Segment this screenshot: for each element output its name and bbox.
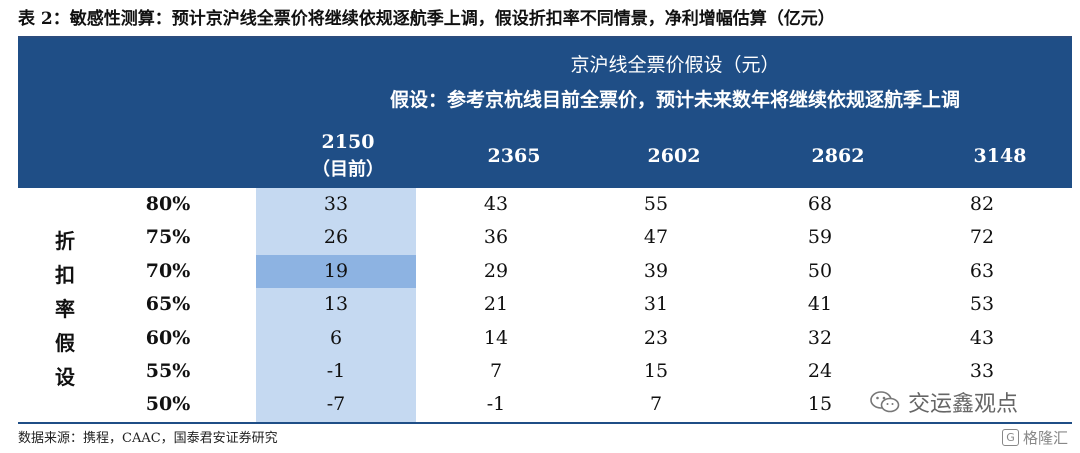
table-cell: 36 [483,226,509,249]
header-col-1: 2150 （目前） [278,130,418,182]
discount-rate-label: 65% [145,293,191,316]
header-col-price: 2602 [647,145,701,167]
table-cell: -1 [326,360,346,382]
header-col-5: 3148 [930,130,1070,182]
table-cell: 59 [807,226,833,249]
table-cell: -7 [326,393,346,416]
table-title: 表 2：敏感性测算：预计京沪线全票价将继续依规逐航季上调，假设折扣率不同情景，净… [18,9,835,29]
table-cell: 14 [483,326,509,349]
row-axis-label-char: 设 [55,365,75,389]
table-cell: 6 [329,326,343,349]
table-row: 55% -1 7 15 24 33 [18,355,1072,388]
table-row: 60% 6 14 23 32 43 [18,322,1072,355]
table-cell: 21 [483,293,509,316]
table-cell: 32 [807,326,833,349]
table-cell: 33 [969,360,995,382]
discount-rate-label: 60% [145,326,191,349]
table-row: 75% 26 36 47 59 72 [18,221,1072,254]
watermark-text: 交运鑫观点 [908,392,1019,417]
header-col-2: 2365 [444,130,584,182]
table-cell: 68 [807,193,833,215]
table-cell: 23 [643,326,669,349]
header-assumption-note: 假设：参考京杭线目前全票价，预计未来数年将继续依规逐航季上调 [389,89,960,111]
header-col-price: 2150 [321,131,375,153]
table-cell: 15 [643,360,669,382]
row-axis-label-char: 假 [55,331,75,355]
header-col-3: 2602 [604,130,744,182]
header-col-price: 3148 [973,145,1027,167]
table-cell: 43 [483,193,509,215]
table-cell: 47 [643,226,669,249]
table-row: 65% 13 21 31 41 53 [18,288,1072,321]
top-divider [18,36,1072,38]
table-cell: -1 [486,393,506,416]
table-cell: 63 [969,259,995,282]
table-row: 50% -7 -1 7 15 [18,388,1072,421]
table-cell: 50 [807,259,833,282]
table-cell: 33 [323,193,349,215]
data-source-note: 数据来源：携程，CAAC，国泰君安证券研究 [18,431,278,446]
table-cell: 31 [643,293,669,316]
table-cell: 24 [807,360,833,382]
discount-rate-label: 70% [145,259,191,282]
table-cell: 72 [969,226,995,249]
current-price-column-highlight [256,188,416,422]
header-col-price: 2862 [811,145,865,167]
table-row: 70% 19 29 39 50 63 [18,255,1072,288]
watermark-gelonghui: G 格隆汇 [1002,427,1068,448]
bottom-divider [18,422,1072,424]
row-axis-label-char: 率 [55,297,75,321]
row-axis-label-char: 折 [55,229,75,253]
table-cell: 19 [323,259,349,282]
watermark-secondary-text: 格隆汇 [1023,429,1069,447]
highlighted-cell [256,255,416,288]
table-cell: 55 [643,193,669,215]
table-cell: 7 [489,360,503,382]
table-body: 折 扣 率 假 设 80% 33 43 55 68 82 75% 26 36 4… [18,188,1072,422]
wechat-icon [870,391,900,413]
gelonghui-logo-icon: G [1002,429,1019,446]
header-col-4: 2862 [768,130,908,182]
row-axis-label-char: 扣 [55,263,75,287]
discount-rate-label: 50% [145,393,191,416]
table-cell: 7 [649,393,663,416]
table-cell: 26 [323,226,349,249]
watermark-wechat: 交运鑫观点 [866,386,1023,418]
table-cell: 41 [807,293,833,316]
table-cell: 15 [807,393,833,416]
discount-rate-label: 55% [145,360,191,382]
table-header: 京沪线全票价假设（元） 假设：参考京杭线目前全票价，预计未来数年将继续依规逐航季… [18,38,1072,188]
table-cell: 53 [969,293,995,316]
discount-rate-label: 80% [145,193,191,215]
table-cell: 43 [969,326,995,349]
table-cell: 82 [969,193,995,215]
header-price-assumption: 京沪线全票价假设（元） [570,54,780,76]
table-row: 80% 33 43 55 68 82 [18,188,1072,221]
header-col-note: （目前） [312,159,384,180]
table-cell: 39 [643,259,669,282]
header-col-price: 2365 [487,145,541,167]
table-cell: 29 [483,259,509,282]
table-cell: 13 [323,293,349,316]
discount-rate-label: 75% [145,226,191,249]
